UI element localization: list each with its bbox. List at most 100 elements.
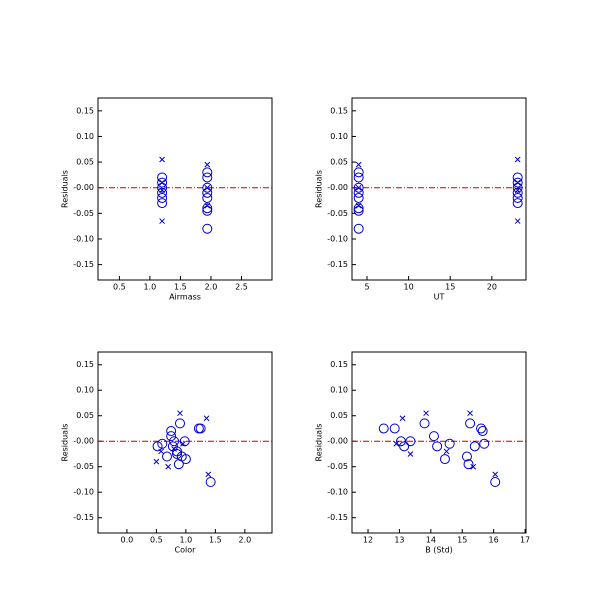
cross-point	[355, 161, 362, 168]
cross-point	[203, 415, 210, 422]
cross-point	[393, 440, 400, 447]
circle-point	[439, 454, 450, 465]
y-axis-label: Residuals	[61, 170, 70, 208]
x-tick-label: 5	[364, 283, 369, 292]
circle-point	[463, 459, 474, 470]
x-tick-label: 2.0	[239, 536, 252, 545]
x-tick-label: 0.5	[150, 536, 163, 545]
y-axis-label: Residuals	[315, 170, 324, 208]
cross-point	[204, 202, 211, 209]
circle-point	[428, 431, 439, 442]
y-tick-label: 0.10	[76, 132, 94, 141]
circle-point	[166, 426, 177, 437]
circle-point	[166, 431, 177, 442]
circle-point	[157, 192, 168, 203]
circle-point	[490, 477, 501, 488]
y-tick-label: 0.15	[76, 360, 94, 369]
x-tick-label: 1.5	[209, 536, 222, 545]
circle-point	[202, 172, 213, 183]
circle-point	[479, 438, 490, 449]
y-axis-label: Residuals	[315, 424, 324, 462]
cross-point	[159, 187, 165, 194]
circle-point	[162, 451, 173, 462]
cross-point	[204, 161, 211, 168]
y-tick-label: -0.05	[73, 209, 94, 218]
circle-point	[399, 441, 410, 452]
circle-point	[512, 192, 523, 203]
circle-point	[353, 223, 364, 234]
x-tick-label: 14	[426, 536, 436, 545]
y-tick-label: -0.00	[327, 183, 348, 192]
cross-point	[158, 448, 164, 455]
x-tick-label: 0.5	[113, 283, 126, 292]
x-tick-label: 1.0	[180, 536, 193, 545]
circle-point	[169, 436, 180, 447]
y-tick-label: -0.15	[73, 513, 94, 522]
circle-point	[469, 441, 480, 452]
x-tick-label: 15	[445, 283, 455, 292]
circle-point	[476, 423, 487, 434]
y-tick-label: 0.10	[76, 386, 94, 395]
circle-point	[202, 192, 213, 203]
circle-point	[512, 198, 523, 209]
x-tick-label: 0.0	[121, 536, 134, 545]
y-tick-label: -0.05	[327, 209, 348, 218]
circle-point	[512, 187, 523, 198]
circle-point	[202, 182, 213, 193]
x-axis-label: Color	[175, 546, 197, 555]
circle-point	[512, 177, 523, 188]
circle-point	[432, 441, 443, 452]
circle-point	[512, 172, 523, 183]
cross-point	[153, 458, 160, 465]
y-tick-label: -0.00	[73, 437, 94, 446]
x-tick-label: 1.5	[174, 283, 187, 292]
x-axis-label: UT	[434, 293, 445, 302]
y-tick-label: 0.05	[76, 411, 94, 420]
y-tick-label: 0.15	[76, 106, 94, 115]
x-tick-label: 13	[394, 536, 404, 545]
circle-point	[172, 446, 183, 457]
x-tick-label: 10	[404, 283, 414, 292]
x-tick-label: 1.0	[144, 283, 157, 292]
circle-point	[157, 438, 168, 449]
circle-point	[405, 436, 416, 447]
y-tick-label: -0.00	[73, 183, 94, 192]
cross-point	[165, 463, 172, 470]
x-tick-label: 2.5	[235, 283, 248, 292]
circle-point	[180, 454, 191, 465]
circle-point	[157, 172, 168, 183]
y-tick-label: -0.10	[73, 488, 94, 497]
circle-point	[174, 418, 185, 429]
cross-point	[171, 446, 177, 452]
x-axis-label: B (Std)	[425, 546, 453, 555]
cross-point	[492, 471, 499, 478]
y-tick-label: 0.05	[76, 158, 94, 167]
cross-point	[514, 156, 521, 163]
y-tick-label: -0.00	[327, 437, 348, 446]
cross-point	[159, 156, 165, 163]
y-tick-label: 0.10	[330, 132, 348, 141]
cross-point	[355, 184, 362, 191]
cross-point	[159, 179, 165, 186]
circle-point	[195, 423, 206, 434]
cross-point	[204, 184, 211, 191]
x-tick-label: 15	[457, 536, 467, 545]
circle-point	[378, 423, 389, 434]
x-tick-label: 12	[363, 536, 373, 545]
cross-point	[514, 187, 521, 194]
circle-point	[157, 198, 168, 209]
cross-point	[514, 179, 521, 186]
circle-point	[353, 182, 364, 193]
y-tick-label: 0.05	[330, 411, 348, 420]
y-tick-label: 0.05	[330, 158, 348, 167]
circle-point	[205, 477, 216, 488]
y-tick-label: 0.15	[330, 106, 348, 115]
circle-point	[419, 418, 430, 429]
circle-point	[157, 177, 168, 188]
y-tick-label: -0.10	[327, 488, 348, 497]
cross-point	[205, 471, 212, 478]
circle-point	[389, 423, 400, 434]
plot-frame	[97, 97, 273, 281]
cross-point	[470, 463, 477, 470]
circle-point	[461, 451, 472, 462]
